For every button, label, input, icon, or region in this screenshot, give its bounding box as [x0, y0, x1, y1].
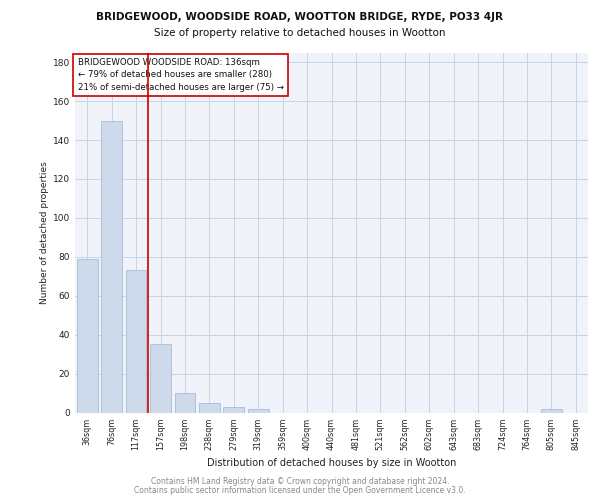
- Bar: [175, 393, 196, 412]
- Bar: [541, 408, 562, 412]
- Bar: [199, 403, 220, 412]
- X-axis label: Distribution of detached houses by size in Wootton: Distribution of detached houses by size …: [207, 458, 456, 468]
- Bar: [150, 344, 171, 412]
- Bar: [223, 406, 244, 412]
- Text: Size of property relative to detached houses in Wootton: Size of property relative to detached ho…: [154, 28, 446, 38]
- Bar: [248, 408, 269, 412]
- Text: BRIDGEWOOD WOODSIDE ROAD: 136sqm
← 79% of detached houses are smaller (280)
21% : BRIDGEWOOD WOODSIDE ROAD: 136sqm ← 79% o…: [77, 58, 284, 92]
- Bar: [125, 270, 146, 412]
- Y-axis label: Number of detached properties: Number of detached properties: [40, 161, 49, 304]
- Text: Contains HM Land Registry data © Crown copyright and database right 2024.: Contains HM Land Registry data © Crown c…: [151, 477, 449, 486]
- Text: Contains public sector information licensed under the Open Government Licence v3: Contains public sector information licen…: [134, 486, 466, 495]
- Bar: [77, 259, 98, 412]
- Text: BRIDGEWOOD, WOODSIDE ROAD, WOOTTON BRIDGE, RYDE, PO33 4JR: BRIDGEWOOD, WOODSIDE ROAD, WOOTTON BRIDG…: [97, 12, 503, 22]
- Bar: [101, 120, 122, 412]
